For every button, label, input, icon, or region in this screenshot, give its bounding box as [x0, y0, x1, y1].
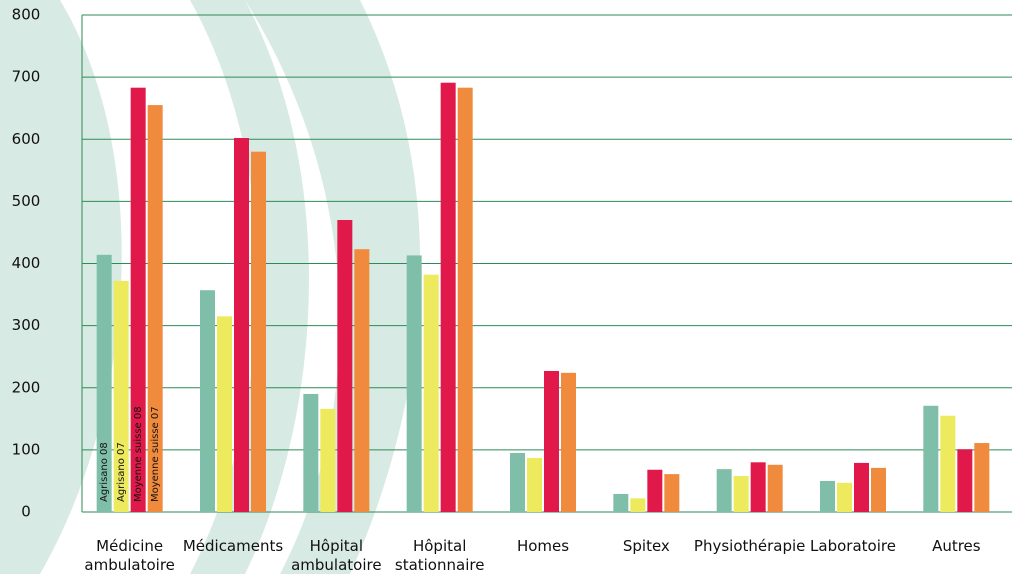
- label-line: Physiothérapie: [694, 537, 805, 555]
- bar: [200, 290, 215, 512]
- legend-label: Moyenne suisse 07: [150, 406, 161, 502]
- y-tick-label: 500: [12, 192, 41, 210]
- bar: [647, 470, 662, 512]
- x-tick-label: Médicaments: [183, 537, 284, 555]
- bar: [974, 443, 989, 512]
- y-tick-label: 200: [12, 378, 41, 396]
- bar: [561, 373, 576, 512]
- bar: [544, 371, 559, 512]
- bar: [354, 249, 369, 512]
- bar: [751, 462, 766, 512]
- bar: [940, 416, 955, 512]
- x-tick-label: Physiothérapie: [694, 537, 805, 555]
- label-line: ambulatoire: [84, 556, 174, 574]
- y-tick-label: 400: [12, 254, 41, 272]
- bar: [923, 406, 938, 512]
- bar: [234, 138, 249, 512]
- bar: [303, 394, 318, 512]
- bar: [441, 83, 456, 512]
- chart: 0100200300400500600700800Médicineambulat…: [0, 0, 1013, 574]
- y-tick-label: 100: [12, 440, 41, 458]
- bar: [527, 458, 542, 512]
- bar: [613, 494, 628, 512]
- bar: [630, 498, 645, 512]
- x-tick-label: Homes: [517, 537, 569, 555]
- bar: [734, 476, 749, 512]
- bar: [251, 152, 266, 512]
- y-tick-label: 300: [12, 316, 41, 334]
- bar: [837, 483, 852, 512]
- bar: [320, 409, 335, 512]
- bar: [424, 275, 439, 512]
- legend-label: Agrisano 08: [99, 442, 110, 502]
- label-line: Hôpital: [413, 537, 466, 555]
- label-line: Médicaments: [183, 537, 284, 555]
- label-line: Laboratoire: [810, 537, 896, 555]
- bar: [458, 88, 473, 512]
- bar: [337, 220, 352, 512]
- label-line: Hôpital: [310, 537, 363, 555]
- y-tick-label: 800: [12, 6, 41, 24]
- bar: [717, 469, 732, 512]
- legend-label: Agrisano 07: [116, 442, 127, 502]
- bar: [820, 481, 835, 512]
- x-tick-label: Autres: [932, 537, 981, 555]
- bar: [664, 474, 679, 512]
- bar: [957, 449, 972, 512]
- bar: [217, 316, 232, 512]
- y-tick-label: 700: [12, 68, 41, 86]
- y-tick-label: 600: [12, 130, 41, 148]
- label-line: Médicine: [96, 537, 163, 555]
- bar: [871, 468, 886, 512]
- legend-label: Moyenne suisse 08: [133, 406, 144, 502]
- label-line: Spitex: [623, 537, 670, 555]
- label-line: stationnaire: [395, 556, 485, 574]
- bar: [407, 255, 422, 512]
- label-line: Homes: [517, 537, 569, 555]
- x-tick-label: Laboratoire: [810, 537, 896, 555]
- y-tick-label: 0: [21, 503, 31, 521]
- bar: [768, 465, 783, 512]
- x-tick-label: Spitex: [623, 537, 670, 555]
- label-line: ambulatoire: [291, 556, 381, 574]
- label-line: Autres: [932, 537, 981, 555]
- bar: [510, 453, 525, 512]
- bar: [854, 463, 869, 512]
